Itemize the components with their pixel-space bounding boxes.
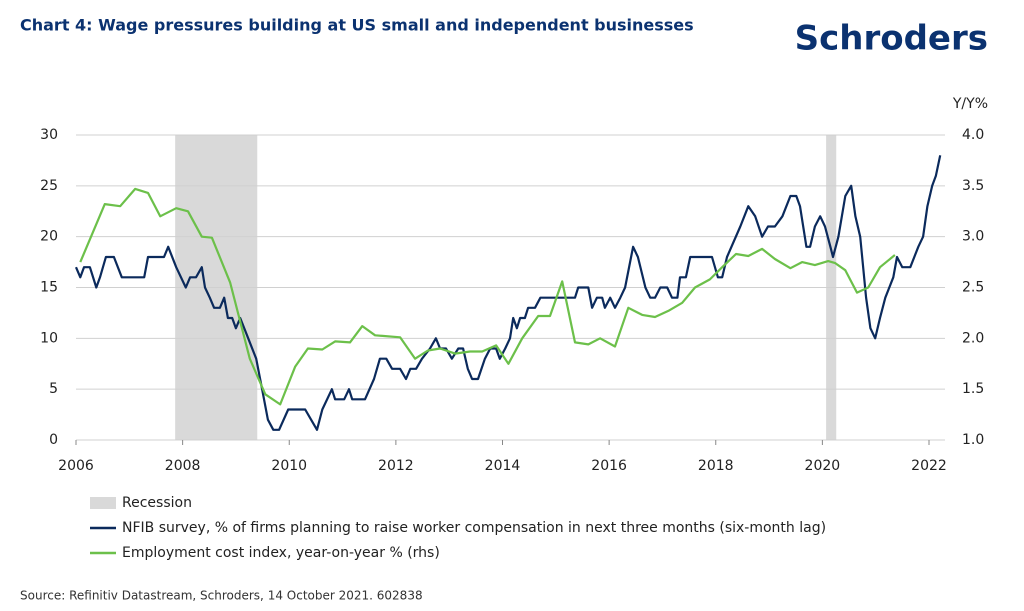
legend-swatch — [90, 497, 116, 509]
y-tick-label: 15 — [40, 280, 58, 296]
series-line — [74, 155, 942, 431]
x-tick-label: 2010 — [271, 458, 307, 474]
y2-tick-label: 3.0 — [962, 229, 984, 245]
y-tick-label: 0 — [49, 432, 58, 448]
y2-tick-label: 1.5 — [962, 381, 984, 397]
y-tick-label: 10 — [40, 330, 58, 346]
x-tick-label: 2018 — [698, 458, 734, 474]
legend-label: Recession — [122, 495, 192, 511]
legend-label: Employment cost index, year-on-year % (r… — [122, 545, 440, 561]
x-tick-label: 2008 — [165, 458, 201, 474]
y-tick-label: 30 — [40, 127, 58, 143]
y-tick-label: 20 — [40, 229, 58, 245]
series-line — [79, 187, 896, 406]
legend-label: NFIB survey, % of firms planning to rais… — [122, 520, 826, 536]
y2-axis-label: Y/Y% — [952, 96, 988, 112]
x-tick-label: 2022 — [911, 458, 947, 474]
y2-tick-label: 1.0 — [962, 432, 984, 448]
y2-tick-label: 4.0 — [962, 127, 984, 143]
x-tick-label: 2020 — [805, 458, 841, 474]
y-tick-label: 5 — [49, 381, 58, 397]
x-tick-label: 2014 — [485, 458, 521, 474]
x-tick-label: 2012 — [378, 458, 414, 474]
x-tick-label: 2016 — [591, 458, 627, 474]
source-note: Source: Refinitiv Datastream, Schroders,… — [20, 589, 423, 603]
y2-tick-label: 3.5 — [962, 178, 984, 194]
y2-tick-label: 2.0 — [962, 330, 984, 346]
y-tick-label: 25 — [40, 178, 58, 194]
x-tick-label: 2006 — [58, 458, 94, 474]
brand-logo: Schroders — [795, 19, 988, 59]
chart-title: Chart 4: Wage pressures building at US s… — [20, 16, 694, 35]
y2-tick-label: 2.5 — [962, 280, 984, 296]
